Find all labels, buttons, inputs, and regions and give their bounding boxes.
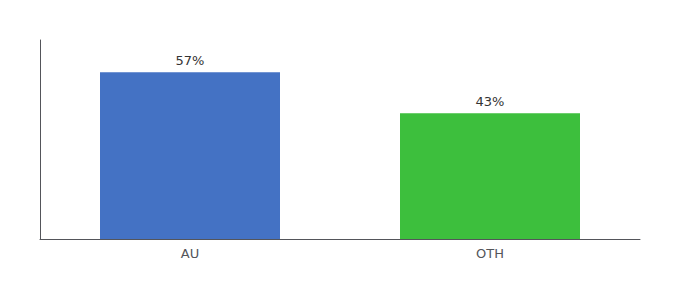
svg-text:43%: 43% [476, 94, 505, 109]
svg-text:OTH: OTH [476, 246, 504, 261]
svg-text:57%: 57% [176, 53, 205, 68]
svg-text:AU: AU [181, 246, 199, 261]
